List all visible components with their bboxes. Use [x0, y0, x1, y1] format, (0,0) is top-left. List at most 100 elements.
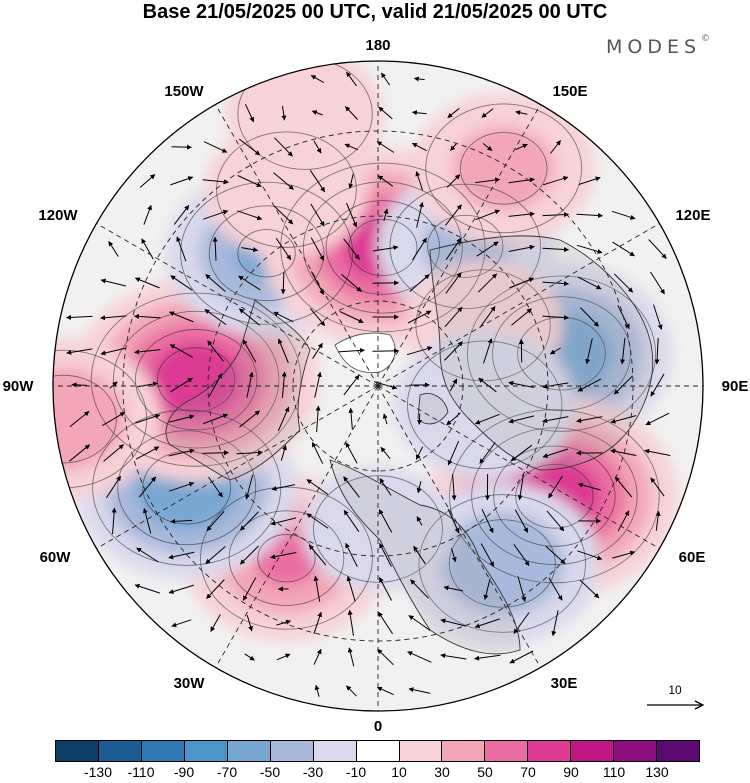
wind-arrow [546, 510, 565, 532]
wind-arrow [380, 446, 391, 460]
wind-arrow [270, 517, 297, 526]
wind-arrow [312, 342, 323, 359]
wind-arrow [343, 509, 360, 532]
color-scale-cell [97, 741, 141, 761]
wind-arrow [311, 110, 323, 116]
wind-arrow [410, 579, 429, 599]
wind-arrow [210, 614, 221, 632]
wind-arrow [308, 544, 327, 566]
color-scale-cell [527, 741, 571, 761]
height-contour [228, 510, 345, 606]
wind-arrow [273, 311, 294, 323]
wind-arrow [576, 212, 603, 218]
wind-arrow [239, 545, 260, 565]
wind-arrow [171, 619, 192, 628]
wind-arrow [653, 304, 663, 330]
wind-arrow [343, 238, 360, 260]
wind-arrow [479, 305, 496, 328]
wind-arrow [515, 143, 528, 151]
color-scale-cell [484, 741, 528, 761]
wind-arrow [517, 576, 527, 602]
wind-arrow [170, 176, 194, 186]
wind-arrow [577, 276, 602, 290]
wind-arrow [542, 247, 569, 253]
wind-arrow [377, 611, 394, 635]
wind-arrow [650, 271, 665, 295]
wind-arrow [69, 411, 90, 427]
color-scale-cell [140, 741, 184, 761]
wind-arrow [100, 315, 127, 321]
wind-arrow [168, 551, 195, 560]
height-contour [117, 430, 257, 546]
wind-arrow [281, 105, 287, 121]
height-contour [90, 292, 302, 467]
wind-arrow [443, 585, 464, 592]
wind-arrow [345, 542, 358, 567]
color-scale-cell [56, 741, 98, 761]
wind-arrow [346, 685, 357, 697]
wind-arrow [346, 576, 356, 602]
wind-arrow [542, 281, 569, 287]
color-scale-tick-label: 30 [434, 764, 450, 780]
wind-arrow [309, 308, 326, 326]
wind-arrow [440, 618, 467, 627]
height-contour [199, 486, 373, 630]
wind-arrow [169, 311, 194, 323]
wind-arrow [134, 349, 161, 355]
wind-arrow [205, 546, 226, 564]
height-contour [389, 183, 541, 309]
wind-arrow [239, 410, 260, 428]
wind-arrow [273, 205, 294, 225]
wind-arrow [134, 583, 161, 594]
wind-arrow [71, 382, 88, 388]
wind-arrow [613, 273, 634, 293]
wind-arrow [475, 177, 501, 184]
wind-arrow [612, 550, 636, 559]
wind-arrow [273, 172, 294, 190]
wind-arrow [208, 476, 223, 498]
wind-arrow [372, 348, 399, 354]
wind-arrow [280, 272, 286, 295]
wind-arrow [451, 473, 457, 501]
wind-arrow [514, 509, 529, 533]
wind-arrow [406, 346, 433, 356]
wind-arrow [341, 274, 362, 292]
wind-arrow [407, 310, 432, 324]
wind-arrow [415, 446, 424, 460]
wind-arrow [509, 277, 535, 289]
wind-arrow [447, 107, 460, 119]
wind-arrow [577, 378, 602, 392]
wind-arrow [408, 615, 431, 631]
wind-arrow [416, 481, 422, 494]
wind-arrow [203, 209, 229, 220]
wind-arrow [446, 174, 461, 188]
height-contour [448, 519, 556, 608]
wind-arrow [69, 444, 90, 462]
wind-arrow [345, 106, 358, 120]
wind-arrow [203, 413, 229, 425]
wind-arrow [205, 274, 226, 292]
wind-arrow [176, 236, 187, 262]
wind-arrow [480, 543, 495, 567]
lon-label-30w: 30W [174, 675, 206, 692]
wind-arrow [100, 278, 127, 287]
wind-arrow [236, 450, 263, 456]
height-contour [237, 61, 373, 170]
wind-arrow [474, 413, 500, 425]
height-contour [406, 340, 563, 470]
map-title: Base 21/05/2025 00 UTC, valid 21/05/2025… [142, 1, 608, 23]
lon-label-120w: 120W [38, 207, 78, 224]
wind-arrow [610, 415, 637, 424]
wind-arrow [315, 405, 321, 433]
wind-arrow [383, 208, 389, 222]
wind-arrow [313, 140, 322, 154]
wind-arrow [276, 653, 291, 661]
wind-arrow [313, 611, 323, 634]
color-scale-tick-label: 130 [645, 764, 669, 780]
wind-arrow [411, 142, 427, 152]
wind-arrow [239, 308, 260, 326]
meridian-line [377, 385, 660, 549]
wind-arrow [576, 244, 603, 254]
color-scale-cell [656, 741, 700, 761]
wind-arrow [577, 482, 601, 491]
